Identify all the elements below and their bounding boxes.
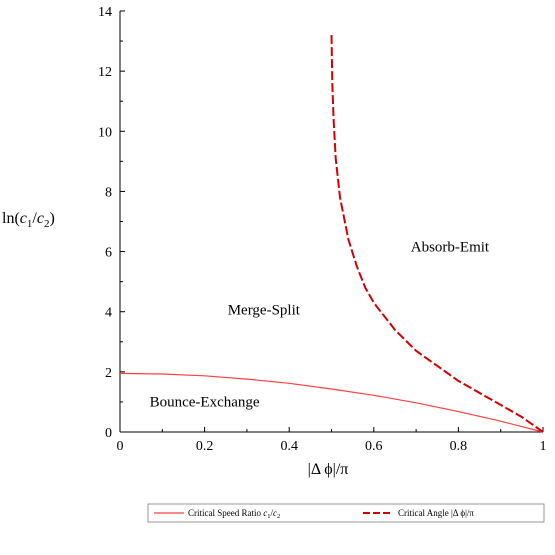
- region-label: Merge-Split: [228, 303, 301, 319]
- y-tick-label: 4: [105, 306, 112, 321]
- y-tick-label: 6: [105, 246, 112, 261]
- region-label: Bounce-Exchange: [150, 394, 260, 410]
- x-tick-label: 1: [540, 439, 547, 454]
- y-tick-label: 2: [105, 366, 112, 381]
- y-tick-label: 12: [98, 65, 112, 80]
- legend-label-critical-speed-ratio: Critical Speed Ratio c1/c2: [188, 508, 280, 520]
- y-tick-label: 0: [105, 426, 112, 441]
- x-axis-label: |Δ ϕ|/π: [308, 461, 349, 478]
- x-tick-label: 0: [117, 439, 124, 454]
- x-tick-label: 0.6: [365, 439, 383, 454]
- series-critical-angle: [330, 35, 544, 433]
- annotations: Absorb-Emit Merge-Split Bounce-Exchange: [150, 240, 490, 411]
- y-tick-label: 14: [98, 5, 112, 20]
- region-label: Absorb-Emit: [411, 240, 490, 256]
- x-tick-label: 0.4: [280, 439, 298, 454]
- legend: Critical Speed Ratio c1/c2 Critical Angl…: [147, 503, 545, 523]
- y-tick-label: 8: [105, 185, 112, 200]
- series-layer: [119, 35, 544, 433]
- y-axis-label: ln(c1/c2): [2, 210, 55, 230]
- series-critical-speed-ratio: [119, 372, 544, 433]
- x-tick-label: 0.2: [196, 439, 214, 454]
- x-tick-label: 0.8: [450, 439, 468, 454]
- y-tick-label: 10: [98, 125, 112, 140]
- legend-box: [147, 503, 545, 523]
- legend-label-critical-angle: Critical Angle |Δ ϕ|/π: [398, 508, 474, 518]
